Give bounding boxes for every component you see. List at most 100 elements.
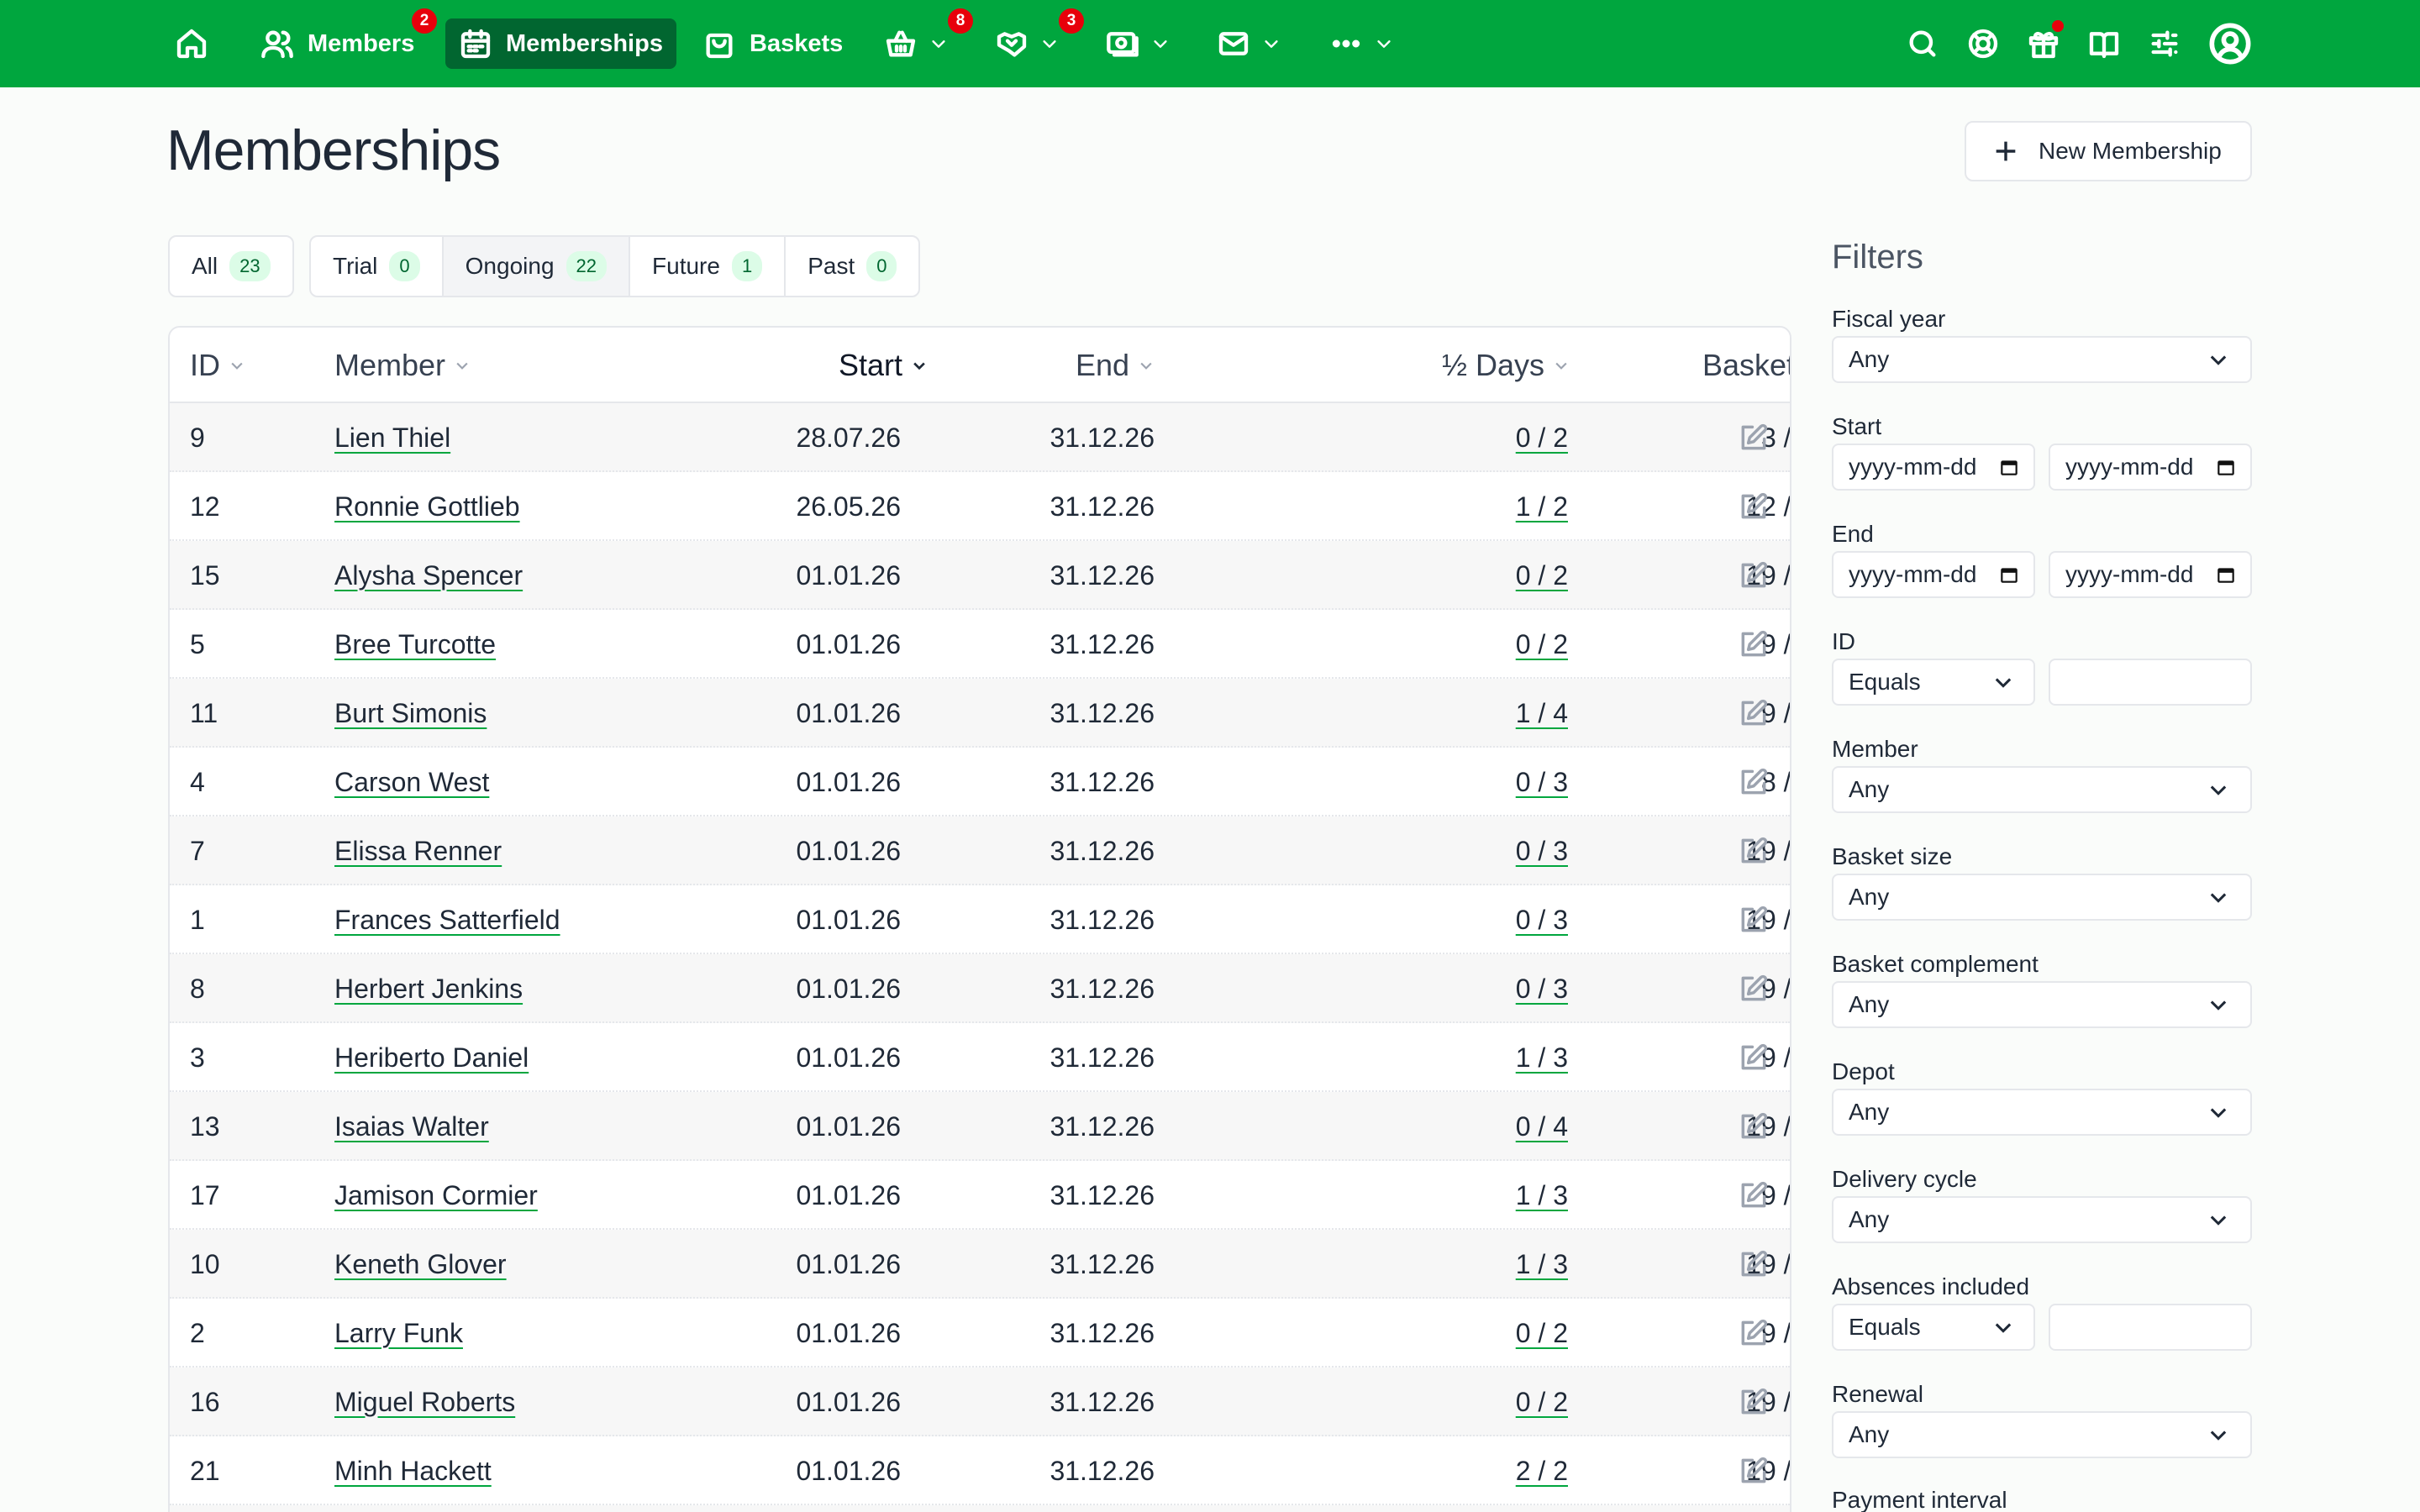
member-link[interactable]: Heriberto Daniel [334, 1042, 529, 1073]
home-link[interactable] [175, 18, 208, 69]
scope-future[interactable]: Future 1 [630, 237, 786, 296]
days-link[interactable]: 0 / 2 [1515, 559, 1568, 591]
days-link[interactable]: 0 / 2 [1515, 422, 1568, 453]
member-link[interactable]: Minh Hackett [334, 1455, 492, 1486]
member-link[interactable]: Ronnie Gottlieb [334, 491, 520, 522]
edit-button[interactable] [1738, 816, 1770, 885]
member-link[interactable]: Larry Funk [334, 1317, 463, 1348]
column-header-days[interactable]: ½ Days [1178, 328, 1570, 403]
member-filter-value: Any [1849, 776, 1890, 802]
row-end: 31.12.26 [1050, 1386, 1155, 1417]
new-membership-button[interactable]: New Membership [1965, 121, 2252, 181]
scope-ongoing[interactable]: Ongoing 22 [443, 237, 631, 296]
edit-button[interactable] [1738, 403, 1770, 472]
days-link[interactable]: 0 / 3 [1515, 766, 1568, 797]
row-end: 31.12.26 [1050, 1110, 1155, 1142]
column-header-start[interactable]: Start [657, 328, 928, 403]
delivery-cycle-select[interactable]: Any [1832, 1196, 2252, 1243]
docs-button[interactable] [2087, 18, 2121, 69]
column-header-id[interactable]: ID [190, 328, 245, 403]
member-link[interactable]: Alysha Spencer [334, 559, 523, 591]
member-link[interactable]: Frances Satterfield [334, 904, 560, 935]
edit-button[interactable] [1738, 1299, 1770, 1368]
updates-button[interactable] [2027, 18, 2064, 69]
edit-button[interactable] [1738, 1161, 1770, 1230]
member-link[interactable]: Carson West [334, 766, 490, 797]
edit-button[interactable] [1738, 1092, 1770, 1161]
renewal-select[interactable]: Any [1832, 1411, 2252, 1458]
member-link[interactable]: Lien Thiel [334, 422, 451, 453]
nav-members[interactable]: Members 2 [260, 8, 437, 69]
nav-memberships[interactable]: Memberships [445, 18, 676, 69]
edit-button[interactable] [1738, 954, 1770, 1023]
cell-days: 0 / 4 [1178, 1092, 1568, 1161]
days-link[interactable]: 0 / 2 [1515, 1317, 1568, 1348]
days-link[interactable]: 0 / 2 [1515, 628, 1568, 659]
edit-button[interactable] [1738, 885, 1770, 954]
edit-button[interactable] [1738, 541, 1770, 610]
member-link[interactable]: Miguel Roberts [334, 1386, 516, 1417]
edit-button[interactable] [1738, 472, 1770, 541]
edit-button[interactable] [1738, 1023, 1770, 1092]
days-link[interactable]: 1 / 3 [1515, 1042, 1568, 1073]
table-row: 1 Frances Satterfield 01.01.26 31.12.26 0 / … [170, 885, 1790, 954]
days-link[interactable]: 0 / 3 [1515, 973, 1568, 1004]
cell-id: 15 [190, 541, 220, 610]
row-id: 13 [190, 1110, 220, 1142]
cell-id: 7 [190, 816, 205, 885]
nav-billing-menu[interactable] [1106, 18, 1170, 69]
nav-emails-menu[interactable] [1217, 18, 1281, 69]
column-header-member[interactable]: Member [334, 328, 471, 403]
days-link[interactable]: 1 / 4 [1515, 697, 1568, 728]
depot-select[interactable]: Any [1832, 1089, 2252, 1136]
scope-past[interactable]: Past 0 [786, 237, 918, 296]
member-link[interactable]: Isaias Walter [334, 1110, 489, 1142]
edit-button[interactable] [1738, 679, 1770, 748]
member-link[interactable]: Burt Simonis [334, 697, 487, 728]
edit-button[interactable] [1738, 1368, 1770, 1436]
scope-all[interactable]: All 23 [170, 237, 292, 296]
member-link[interactable]: Keneth Glover [334, 1248, 507, 1279]
edit-button[interactable] [1738, 1436, 1770, 1505]
column-header-baskets[interactable]: Baskets [1430, 328, 1790, 403]
scope-trial[interactable]: Trial 0 [311, 237, 444, 296]
nav-more-menu[interactable] [1329, 18, 1393, 69]
edit-button[interactable] [1738, 1230, 1770, 1299]
member-link[interactable]: Elissa Renner [334, 835, 502, 866]
absences-predicate-select[interactable]: Equals [1832, 1304, 2035, 1351]
member-link[interactable]: Herbert Jenkins [334, 973, 523, 1004]
id-value-input[interactable] [2049, 659, 2252, 706]
help-button[interactable] [1966, 18, 2000, 69]
start-to-date-input[interactable]: yyyy-mm-dd [2049, 444, 2252, 491]
search-button[interactable] [1906, 18, 1939, 69]
basket-complement-select[interactable]: Any [1832, 981, 2252, 1028]
nav-shop-menu[interactable]: 8 [884, 8, 973, 69]
edit-button[interactable] [1738, 610, 1770, 679]
nav-baskets[interactable]: Baskets [702, 18, 843, 69]
nav-activities-menu[interactable]: 3 [995, 8, 1084, 69]
days-link[interactable]: 2 / 2 [1515, 1455, 1568, 1486]
edit-button[interactable] [1738, 748, 1770, 816]
member-link[interactable]: Bree Turcotte [334, 628, 497, 659]
absences-value-input[interactable] [2049, 1304, 2252, 1351]
days-link[interactable]: 0 / 2 [1515, 1386, 1568, 1417]
days-link[interactable]: 1 / 2 [1515, 491, 1568, 522]
member-link[interactable]: Jamison Cormier [334, 1179, 538, 1210]
basket-size-select[interactable]: Any [1832, 874, 2252, 921]
end-to-date-input[interactable]: yyyy-mm-dd [2049, 551, 2252, 598]
cell-id: 2 [190, 1299, 205, 1368]
chevron-down-icon [2210, 785, 2227, 795]
column-header-end[interactable]: End [926, 328, 1155, 403]
member-filter-select[interactable]: Any [1832, 766, 2252, 813]
fiscal-year-select[interactable]: Any [1832, 336, 2252, 383]
end-from-date-input[interactable]: yyyy-mm-dd [1832, 551, 2035, 598]
start-from-date-input[interactable]: yyyy-mm-dd [1832, 444, 2035, 491]
days-link[interactable]: 0 / 3 [1515, 904, 1568, 935]
days-link[interactable]: 1 / 3 [1515, 1248, 1568, 1279]
account-button[interactable] [2208, 18, 2252, 69]
id-predicate-select[interactable]: Equals [1832, 659, 2035, 706]
settings-button[interactable] [2148, 18, 2181, 69]
days-link[interactable]: 0 / 3 [1515, 835, 1568, 866]
days-link[interactable]: 0 / 4 [1515, 1110, 1568, 1142]
days-link[interactable]: 1 / 3 [1515, 1179, 1568, 1210]
